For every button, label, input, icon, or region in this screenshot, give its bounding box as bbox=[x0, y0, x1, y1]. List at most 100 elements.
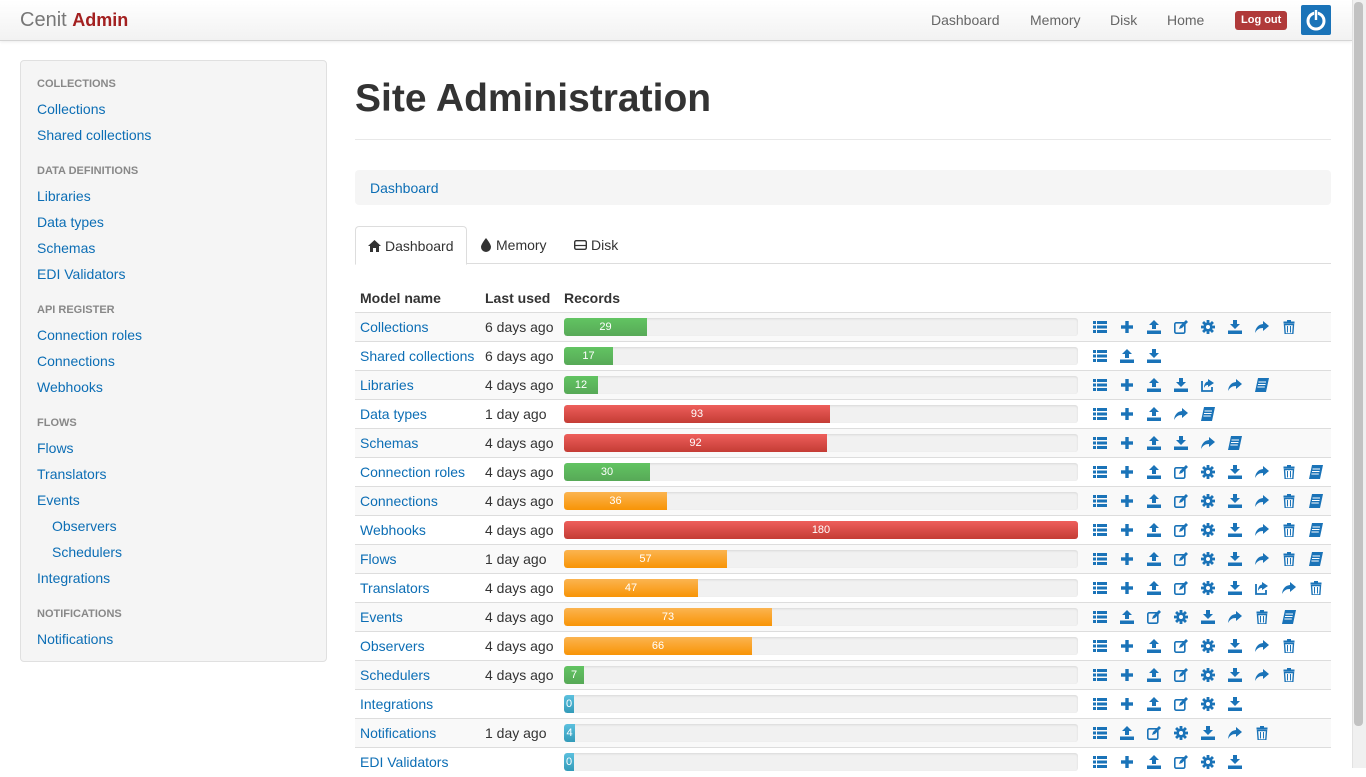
tab-disk[interactable]: Disk bbox=[565, 226, 635, 263]
book-icon[interactable] bbox=[1309, 494, 1323, 508]
book-icon[interactable] bbox=[1309, 523, 1323, 537]
delete-icon[interactable] bbox=[1282, 639, 1296, 653]
list-icon[interactable] bbox=[1093, 697, 1107, 711]
list-icon[interactable] bbox=[1093, 523, 1107, 537]
download-icon[interactable] bbox=[1228, 494, 1242, 508]
breadcrumb-dashboard[interactable]: Dashboard bbox=[370, 180, 439, 196]
add-icon[interactable] bbox=[1120, 581, 1134, 595]
book-icon[interactable] bbox=[1309, 552, 1323, 566]
settings-icon[interactable] bbox=[1201, 320, 1215, 334]
delete-icon[interactable] bbox=[1282, 465, 1296, 479]
model-name-link[interactable]: Data types bbox=[360, 406, 427, 422]
edit-icon[interactable] bbox=[1174, 581, 1188, 595]
nav-link-disk[interactable]: Disk bbox=[1110, 12, 1138, 28]
delete-icon[interactable] bbox=[1282, 668, 1296, 682]
share-icon[interactable] bbox=[1255, 668, 1269, 682]
download-icon[interactable] bbox=[1228, 320, 1242, 334]
model-name-link[interactable]: Schemas bbox=[360, 435, 419, 451]
list-icon[interactable] bbox=[1093, 465, 1107, 479]
share-icon[interactable] bbox=[1201, 436, 1215, 450]
model-name-link[interactable]: Libraries bbox=[360, 377, 414, 393]
download-icon[interactable] bbox=[1228, 552, 1242, 566]
upload-icon[interactable] bbox=[1147, 697, 1161, 711]
upload-icon[interactable] bbox=[1147, 494, 1161, 508]
model-name-link[interactable]: Connection roles bbox=[360, 464, 466, 480]
sidebar-item-events[interactable]: Events bbox=[37, 492, 80, 508]
edit-icon[interactable] bbox=[1174, 465, 1188, 479]
edit-icon[interactable] bbox=[1147, 610, 1161, 624]
share-icon[interactable] bbox=[1282, 581, 1296, 595]
upload-icon[interactable] bbox=[1147, 581, 1161, 595]
download-icon[interactable] bbox=[1228, 523, 1242, 537]
upload-icon[interactable] bbox=[1147, 639, 1161, 653]
sidebar-item-observers[interactable]: Observers bbox=[52, 518, 117, 534]
list-icon[interactable] bbox=[1093, 610, 1107, 624]
upload-icon[interactable] bbox=[1147, 523, 1161, 537]
sidebar-item-edi-validators[interactable]: EDI Validators bbox=[37, 266, 126, 282]
edit-icon[interactable] bbox=[1174, 668, 1188, 682]
list-icon[interactable] bbox=[1093, 581, 1107, 595]
add-icon[interactable] bbox=[1120, 697, 1134, 711]
upload-icon[interactable] bbox=[1120, 349, 1134, 363]
sidebar-item-schedulers[interactable]: Schedulers bbox=[52, 544, 123, 560]
upload-icon[interactable] bbox=[1147, 465, 1161, 479]
tab-memory[interactable]: Memory bbox=[470, 226, 560, 263]
add-icon[interactable] bbox=[1120, 407, 1134, 421]
add-icon[interactable] bbox=[1120, 494, 1134, 508]
book-icon[interactable] bbox=[1309, 465, 1323, 479]
delete-icon[interactable] bbox=[1255, 610, 1269, 624]
upload-icon[interactable] bbox=[1147, 320, 1161, 334]
list-icon[interactable] bbox=[1093, 407, 1107, 421]
model-name-link[interactable]: Observers bbox=[360, 638, 425, 654]
upload-icon[interactable] bbox=[1147, 407, 1161, 421]
download-icon[interactable] bbox=[1174, 378, 1188, 392]
model-name-link[interactable]: Events bbox=[360, 609, 403, 625]
share-icon[interactable] bbox=[1174, 407, 1188, 421]
upload-icon[interactable] bbox=[1147, 755, 1161, 769]
list-icon[interactable] bbox=[1093, 755, 1107, 769]
share-icon[interactable] bbox=[1255, 465, 1269, 479]
download-icon[interactable] bbox=[1147, 349, 1161, 363]
share-icon[interactable] bbox=[1228, 610, 1242, 624]
delete-icon[interactable] bbox=[1282, 494, 1296, 508]
sidebar-item-translators[interactable]: Translators bbox=[37, 466, 107, 482]
book-icon[interactable] bbox=[1282, 610, 1296, 624]
edit-icon[interactable] bbox=[1147, 726, 1161, 740]
delete-icon[interactable] bbox=[1282, 320, 1296, 334]
sidebar-item-notifications[interactable]: Notifications bbox=[37, 631, 114, 647]
download-icon[interactable] bbox=[1228, 697, 1242, 711]
settings-icon[interactable] bbox=[1174, 726, 1188, 740]
settings-icon[interactable] bbox=[1201, 639, 1215, 653]
edit-icon[interactable] bbox=[1174, 697, 1188, 711]
nav-link-memory[interactable]: Memory bbox=[1030, 12, 1081, 28]
share-icon[interactable] bbox=[1228, 726, 1242, 740]
share-icon[interactable] bbox=[1228, 378, 1242, 392]
sidebar-item-collections[interactable]: Collections bbox=[37, 101, 106, 117]
power-button[interactable] bbox=[1301, 5, 1331, 35]
settings-icon[interactable] bbox=[1201, 697, 1215, 711]
share-icon[interactable] bbox=[1255, 523, 1269, 537]
settings-icon[interactable] bbox=[1201, 552, 1215, 566]
download-icon[interactable] bbox=[1228, 581, 1242, 595]
sidebar-item-schemas[interactable]: Schemas bbox=[37, 240, 96, 256]
model-name-link[interactable]: Translators bbox=[360, 580, 430, 596]
delete-icon[interactable] bbox=[1282, 552, 1296, 566]
list-icon[interactable] bbox=[1093, 378, 1107, 392]
model-name-link[interactable]: EDI Validators bbox=[360, 754, 449, 770]
download-icon[interactable] bbox=[1201, 610, 1215, 624]
download-icon[interactable] bbox=[1228, 639, 1242, 653]
settings-icon[interactable] bbox=[1201, 668, 1215, 682]
settings-icon[interactable] bbox=[1174, 610, 1188, 624]
add-icon[interactable] bbox=[1120, 523, 1134, 537]
delete-icon[interactable] bbox=[1309, 581, 1323, 595]
logout-button[interactable]: Log out bbox=[1235, 11, 1288, 30]
upload-icon[interactable] bbox=[1120, 610, 1134, 624]
book-icon[interactable] bbox=[1228, 436, 1242, 450]
add-icon[interactable] bbox=[1120, 465, 1134, 479]
share-icon[interactable] bbox=[1255, 552, 1269, 566]
settings-icon[interactable] bbox=[1201, 465, 1215, 479]
export-icon[interactable] bbox=[1255, 581, 1269, 595]
model-name-link[interactable]: Integrations bbox=[360, 696, 434, 712]
upload-icon[interactable] bbox=[1147, 668, 1161, 682]
sidebar-item-webhooks[interactable]: Webhooks bbox=[37, 379, 103, 395]
